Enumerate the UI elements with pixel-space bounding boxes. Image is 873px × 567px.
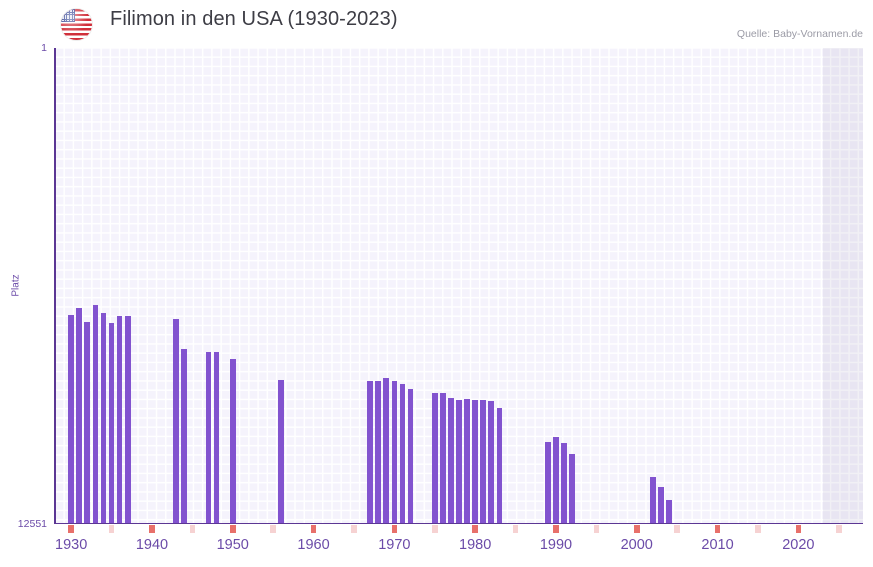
bar: [205, 351, 212, 523]
bar: [92, 304, 99, 523]
flag-star: [64, 10, 67, 12]
bar: [472, 399, 478, 523]
bar: [464, 398, 470, 523]
bar: [229, 359, 236, 523]
bar: [440, 392, 446, 523]
x-tick-label: 1960: [297, 537, 330, 553]
bar: [569, 454, 575, 523]
bar: [448, 397, 454, 523]
x-tick-label: 1970: [378, 537, 411, 553]
bar: [278, 380, 285, 523]
bar: [545, 442, 551, 523]
x-tick-label: 1930: [55, 537, 88, 553]
x-tick-label: 1980: [459, 537, 492, 553]
bar: [650, 476, 656, 523]
bar: [213, 351, 220, 523]
bar: [367, 381, 373, 523]
bar: [658, 487, 664, 523]
y-tick-bottom: 12551: [17, 518, 47, 530]
bar: [496, 407, 503, 523]
y-tick-top: 1: [41, 42, 47, 54]
flag-star: [62, 12, 64, 15]
bar: [84, 322, 91, 523]
bar: [480, 400, 487, 523]
bar: [116, 315, 123, 523]
decade-marker: [553, 524, 559, 533]
half-decade-marker: [431, 524, 438, 533]
decade-marker: [795, 524, 802, 533]
bar: [666, 500, 672, 523]
decade-marker: [229, 524, 236, 533]
flag-star: [62, 10, 64, 12]
bar: [68, 314, 74, 523]
half-decade-marker: [512, 524, 519, 533]
bar: [407, 388, 414, 523]
future-shaded-region: [822, 48, 863, 523]
decade-marker: [391, 524, 398, 533]
x-tick-label: 2000: [620, 537, 653, 553]
y-axis-label: Platz: [10, 274, 22, 297]
us-flag-icon: [61, 9, 92, 40]
bar: [76, 308, 83, 523]
bar-series: [55, 48, 863, 523]
x-tick-label: 2010: [701, 537, 734, 553]
bar: [100, 313, 107, 523]
bar: [553, 436, 559, 523]
y-axis-line: [54, 48, 56, 524]
half-decade-marker: [108, 524, 115, 533]
half-decade-marker: [270, 524, 276, 533]
bar: [456, 400, 462, 523]
bar: [399, 384, 406, 523]
bar: [173, 319, 179, 523]
half-decade-marker: [189, 524, 196, 533]
flag-gloss: [61, 9, 92, 40]
decade-marker: [149, 524, 155, 533]
half-decade-marker: [351, 524, 357, 533]
decade-marker: [472, 524, 478, 533]
bar: [181, 348, 188, 523]
x-tick-label: 2020: [782, 537, 815, 553]
bar: [124, 315, 131, 523]
x-axis-line: [55, 522, 863, 525]
source-credit: Quelle: Baby-Vornamen.de: [736, 28, 863, 40]
chart-header: Filimon in den USA (1930-2023) Quelle: B…: [0, 0, 873, 46]
x-tick-label: 1940: [135, 537, 169, 553]
half-decade-marker: [835, 524, 842, 533]
bar: [375, 381, 381, 523]
bar: [431, 392, 438, 523]
half-decade-marker: [593, 524, 600, 533]
page-title: Filimon in den USA (1930-2023): [110, 8, 398, 30]
decade-marker: [68, 524, 74, 533]
half-decade-marker: [755, 524, 761, 533]
bar: [561, 443, 567, 523]
bar: [383, 378, 390, 523]
bar: [108, 323, 115, 523]
x-tick-label: 1950: [216, 537, 249, 553]
decade-marker: [310, 524, 317, 533]
decade-marker: [714, 524, 721, 533]
bar: [391, 381, 398, 523]
bar: [488, 401, 495, 523]
decade-marker: [633, 524, 640, 533]
x-tick-label: 1990: [539, 537, 573, 553]
half-decade-marker: [674, 524, 680, 533]
